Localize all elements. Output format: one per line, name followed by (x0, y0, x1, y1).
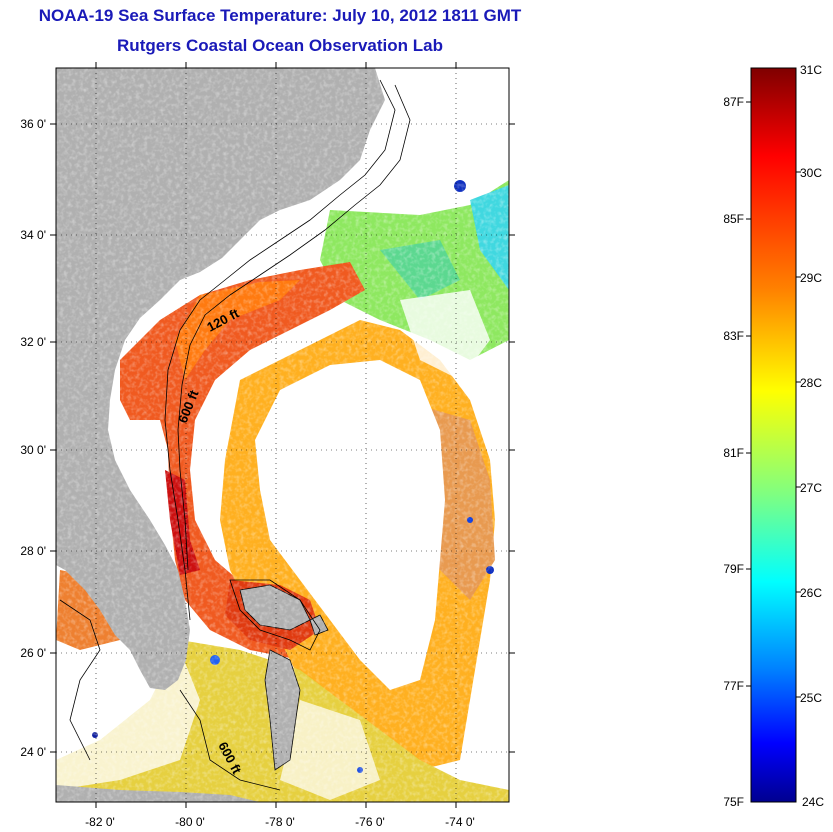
y-tick-label: 24 0' (20, 745, 46, 759)
map-subtitle: Rutgers Coastal Ocean Observation Lab (117, 36, 443, 55)
colorbar-ticks (746, 101, 801, 698)
colorbar-celsius-label: 30C (800, 166, 822, 180)
map-title: NOAA-19 Sea Surface Temperature: July 10… (38, 6, 522, 25)
colorbar-celsius-label: 25C (800, 691, 822, 705)
y-tick-label: 36 0' (20, 117, 46, 131)
colorbar-fahrenheit-label: 75F (723, 795, 744, 809)
y-tick-label: 28 0' (20, 544, 46, 558)
x-tick-label: -82 0' (85, 815, 115, 829)
colorbar-celsius-label: 28C (800, 376, 822, 390)
colorbar-celsius-label: 31C (800, 63, 822, 77)
x-tick-label: -76 0' (355, 815, 385, 829)
bathymetry-contours (59, 79, 411, 791)
x-tick-label: -78 0' (265, 815, 295, 829)
y-axis-ticks (50, 123, 515, 753)
colorbar-fahrenheit-label: 79F (723, 562, 744, 576)
colorbar-fahrenheit-label: 83F (723, 329, 744, 343)
y-tick-label: 32 0' (20, 335, 46, 349)
colorbar-celsius-label: 24C (802, 795, 824, 809)
x-axis-ticks (95, 62, 457, 808)
y-tick-label: 30 0' (20, 443, 46, 457)
y-tick-label: 26 0' (20, 646, 46, 660)
colorbar-fahrenheit-label: 81F (723, 446, 744, 460)
lat-lon-grid (56, 68, 509, 802)
colorbar-celsius-label: 29C (800, 271, 822, 285)
colorbar (750, 67, 797, 803)
colorbar-fahrenheit-label: 77F (723, 679, 744, 693)
x-tick-label: -80 0' (175, 815, 205, 829)
colorbar-celsius-label: 26C (800, 586, 822, 600)
colorbar-fahrenheit-label: 87F (723, 95, 744, 109)
colorbar-celsius-label: 27C (800, 481, 822, 495)
map-frame (55, 67, 510, 803)
x-tick-label: -74 0' (445, 815, 475, 829)
map-plot-area: 120 ft 600 ft 600 ft (56, 68, 509, 802)
y-tick-label: 34 0' (20, 228, 46, 242)
colorbar-fahrenheit-label: 85F (723, 212, 744, 226)
